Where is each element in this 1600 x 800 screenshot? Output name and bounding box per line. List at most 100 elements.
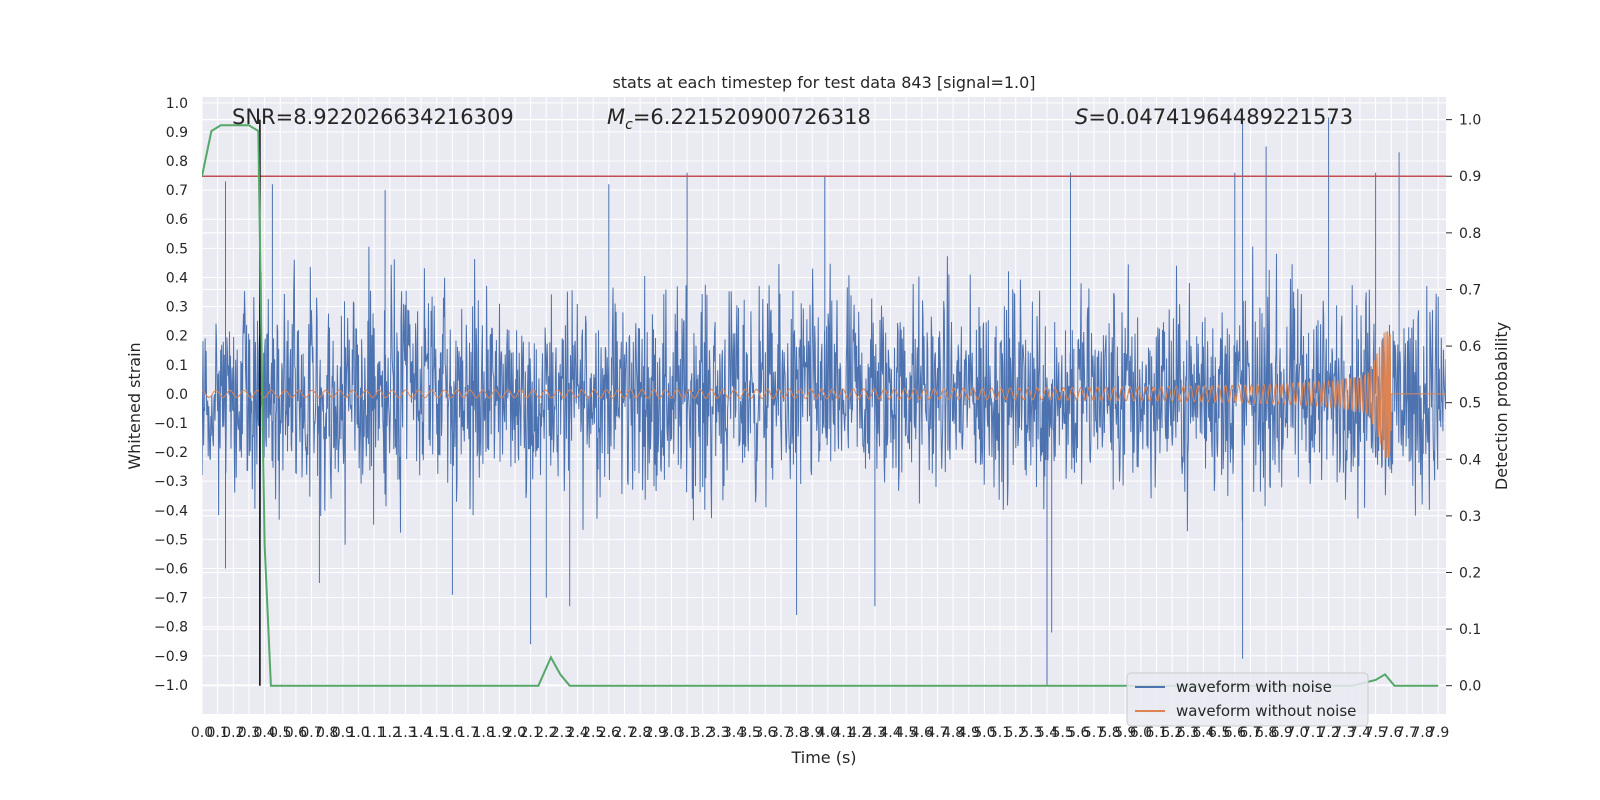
s-annotation: S=0.04741964489221573 (1075, 105, 1353, 129)
x-tick-label: 4.4 (879, 725, 901, 741)
x-tick-label: 7.2 (1318, 725, 1340, 741)
x-tick-label: 3.0 (660, 725, 682, 741)
x-tick-label: 0.6 (285, 725, 307, 741)
x-tick-label: 4.7 (926, 725, 948, 741)
x-tick-label: 3.3 (707, 725, 729, 741)
y-right-tick-label: 0.1 (1459, 622, 1481, 638)
y-left-tick-label: 0.4 (166, 270, 188, 286)
x-tick-label: 7.7 (1396, 725, 1418, 741)
x-tick-label: 5.9 (1114, 725, 1136, 741)
x-tick-label: 4.9 (958, 725, 980, 741)
x-tick-label: 7.5 (1364, 725, 1386, 741)
y-right-tick-label: 0.3 (1459, 509, 1481, 525)
x-tick-label: 5.3 (1020, 725, 1042, 741)
y-left-tick-label: 0.1 (166, 358, 188, 374)
x-tick-label: 0.9 (332, 725, 354, 741)
x-tick-label: 1.0 (347, 725, 369, 741)
series-waveform-without-noise (202, 331, 1446, 458)
y-right-tick-label: 0.5 (1459, 396, 1481, 412)
y-left-tick-label: 0.2 (166, 329, 188, 345)
x-tick-label: 4.1 (832, 725, 854, 741)
y-right-tick-label: 1.0 (1459, 113, 1481, 129)
chirp-mass-symbol: M (607, 105, 625, 129)
x-tick-label: 2.0 (504, 725, 526, 741)
y-right-tick-label: 0.8 (1459, 226, 1481, 242)
x-axis-ticks: 0.00.10.20.30.40.50.60.70.80.91.01.11.21… (191, 725, 1449, 741)
x-tick-label: 2.2 (535, 725, 557, 741)
legend-box (1126, 672, 1369, 727)
y-left-tick-label: 0.0 (166, 387, 188, 403)
x-tick-label: 2.3 (551, 725, 573, 741)
x-tick-label: 2.7 (613, 725, 635, 741)
x-tick-label: 1.8 (473, 725, 495, 741)
x-tick-label: 3.4 (723, 725, 745, 741)
x-tick-label: 3.9 (801, 725, 823, 741)
series-detection-probability (202, 124, 1439, 687)
y-right-tick-label: 0.9 (1459, 169, 1481, 185)
y-left-tick-label: 0.3 (166, 300, 188, 316)
y-axis-right-ticks: 0.0 0.1 0.2 0.3 0.4 0.5 0.6 0.7 0.8 0.9 1.0 (1446, 113, 1481, 695)
x-tick-label: 5.8 (1098, 725, 1120, 741)
y-left-tick-label: −0.8 (154, 620, 188, 636)
x-tick-label: 3.1 (676, 725, 698, 741)
x-tick-label: 7.0 (1286, 725, 1308, 741)
y-left-tick-label: −0.9 (154, 649, 188, 665)
y-left-tick-label: −0.4 (154, 503, 188, 519)
x-tick-label: 7.6 (1380, 725, 1402, 741)
x-tick-label: 5.4 (1036, 725, 1058, 741)
y-right-tick-label: 0.4 (1459, 452, 1481, 468)
x-tick-label: 7.3 (1333, 725, 1355, 741)
x-tick-label: 3.8 (785, 725, 807, 741)
snr-annotation: SNR=8.922026634216309 (232, 105, 514, 129)
x-tick-label: 4.5 (895, 725, 917, 741)
legend-label-waveform-with-noise: waveform with noise (1176, 678, 1332, 696)
x-tick-label: 5.2 (1005, 725, 1027, 741)
x-tick-label: 1.6 (441, 725, 463, 741)
chirp-mass-subscript: c (625, 117, 633, 133)
x-tick-label: 6.2 (1161, 725, 1183, 741)
x-tick-label: 4.0 (817, 725, 839, 741)
y-left-tick-label: −1.0 (154, 678, 188, 694)
s-value: =0.04741964489221573 (1088, 105, 1353, 129)
x-tick-label: 5.6 (1067, 725, 1089, 741)
y-left-tick-label: −0.1 (154, 416, 188, 432)
legend-label-waveform-without-noise: waveform without noise (1176, 702, 1356, 720)
x-tick-label: 3.2 (692, 725, 714, 741)
x-tick-label: 4.6 (911, 725, 933, 741)
x-tick-label: 0.5 (269, 725, 291, 741)
x-tick-label: 0.1 (207, 725, 229, 741)
y-axis-left-label: Whitened strain (125, 342, 144, 469)
x-tick-label: 5.0 (973, 725, 995, 741)
y-left-tick-label: 0.9 (166, 125, 188, 141)
x-tick-label: 0.8 (316, 725, 338, 741)
x-axis-label: Time (s) (790, 748, 856, 767)
y-axis-right-label: Detection probability (1492, 322, 1511, 490)
y-left-tick-label: −0.7 (154, 591, 188, 607)
y-left-tick-label: 0.8 (166, 154, 188, 170)
x-tick-label: 4.2 (848, 725, 870, 741)
x-tick-label: 6.1 (1145, 725, 1167, 741)
x-tick-label: 6.9 (1271, 725, 1293, 741)
x-tick-label: 7.9 (1427, 725, 1449, 741)
y-right-tick-label: 0.0 (1459, 679, 1481, 695)
x-tick-label: 1.4 (410, 725, 432, 741)
x-tick-label: 6.3 (1177, 725, 1199, 741)
x-tick-label: 1.1 (363, 725, 385, 741)
x-tick-label: 3.6 (754, 725, 776, 741)
x-tick-label: 0.2 (222, 725, 244, 741)
x-tick-label: 6.5 (1208, 725, 1230, 741)
x-tick-label: 5.7 (1083, 725, 1105, 741)
x-tick-label: 7.4 (1349, 725, 1371, 741)
chirp-mass-value: =6.221520900726318 (633, 105, 871, 129)
x-tick-label: 1.5 (426, 725, 448, 741)
x-tick-label: 3.7 (770, 725, 792, 741)
y-axis-left-ticks: −1.0 −0.9 −0.8 −0.7 −0.6 −0.5 −0.4 −0.3 −0.2 −0.1… (154, 96, 188, 694)
x-tick-label: 2.1 (519, 725, 541, 741)
x-tick-label: 1.3 (394, 725, 416, 741)
x-tick-label: 6.0 (1130, 725, 1152, 741)
legend: waveform with noise waveform without noi… (1126, 672, 1369, 727)
y-left-tick-label: −0.3 (154, 474, 188, 490)
x-tick-label: 6.7 (1239, 725, 1261, 741)
y-left-tick-label: 1.0 (166, 96, 188, 112)
